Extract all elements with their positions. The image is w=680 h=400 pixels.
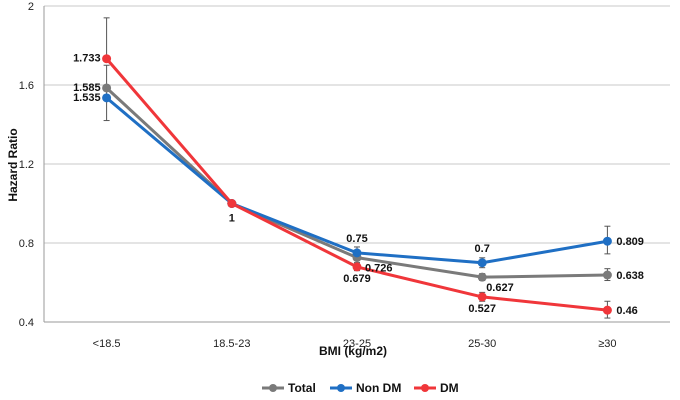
grid-lines bbox=[44, 5, 670, 244]
data-point bbox=[477, 258, 487, 268]
y-tick-label: 1.6 bbox=[19, 80, 34, 92]
legend-label: Total bbox=[288, 381, 316, 395]
data-label: 0.7 bbox=[475, 243, 490, 255]
data-point bbox=[102, 54, 112, 64]
data-label: 0.46 bbox=[616, 305, 637, 317]
data-point bbox=[352, 248, 362, 258]
x-tick-labels: <18.5 18.5-23 23-25 25-30 ≥30 bbox=[93, 338, 617, 350]
data-label: 0.679 bbox=[343, 273, 371, 285]
x-tick-label: ≥30 bbox=[598, 338, 616, 350]
data-label: 0.627 bbox=[486, 282, 514, 294]
data-labels: 1.585 0.726 0.627 0.638 1.535 1 0.75 0.7 0.809 1.… bbox=[73, 53, 644, 317]
data-label: 1.585 bbox=[73, 82, 101, 94]
x-tick-label: 25-30 bbox=[468, 338, 496, 350]
legend-marker bbox=[421, 384, 429, 392]
data-point bbox=[477, 272, 487, 282]
axes bbox=[43, 6, 670, 323]
data-label: 0.809 bbox=[616, 236, 644, 248]
x-tick-label: 23-25 bbox=[343, 338, 371, 350]
data-point bbox=[477, 292, 487, 302]
data-point bbox=[352, 262, 362, 272]
data-points bbox=[102, 54, 612, 315]
data-point bbox=[602, 270, 612, 280]
y-tick-label: 1.2 bbox=[19, 159, 34, 171]
data-point bbox=[102, 83, 112, 93]
legend: Total Non DM DM bbox=[262, 381, 459, 395]
y-axis-title: Hazard Ratio bbox=[6, 128, 20, 201]
y-tick-label: 0.8 bbox=[19, 238, 34, 250]
x-tick-label: 18.5-23 bbox=[213, 338, 250, 350]
legend-marker bbox=[337, 384, 345, 392]
data-label: 0.75 bbox=[346, 233, 367, 245]
y-tick-label: 0.4 bbox=[19, 317, 34, 329]
data-point bbox=[602, 305, 612, 315]
data-label: 0.638 bbox=[616, 270, 644, 282]
x-tick-label: <18.5 bbox=[93, 338, 121, 350]
data-label: 1.733 bbox=[73, 53, 101, 65]
legend-marker bbox=[269, 384, 277, 392]
data-label: 0.726 bbox=[365, 263, 393, 275]
data-point bbox=[102, 93, 112, 103]
legend-label: Non DM bbox=[356, 381, 401, 395]
y-tick-label: 2 bbox=[28, 1, 34, 13]
data-label: 1 bbox=[229, 213, 235, 225]
y-tick-labels: 0.4 0.8 1.2 1.6 2 bbox=[19, 1, 34, 329]
data-label: 0.527 bbox=[468, 303, 496, 315]
x-axis-title: BMI (kg/m2) bbox=[319, 344, 387, 358]
legend-label: DM bbox=[440, 381, 459, 395]
data-label: 1.535 bbox=[73, 92, 101, 104]
data-point bbox=[227, 199, 237, 208]
data-point bbox=[602, 236, 612, 246]
